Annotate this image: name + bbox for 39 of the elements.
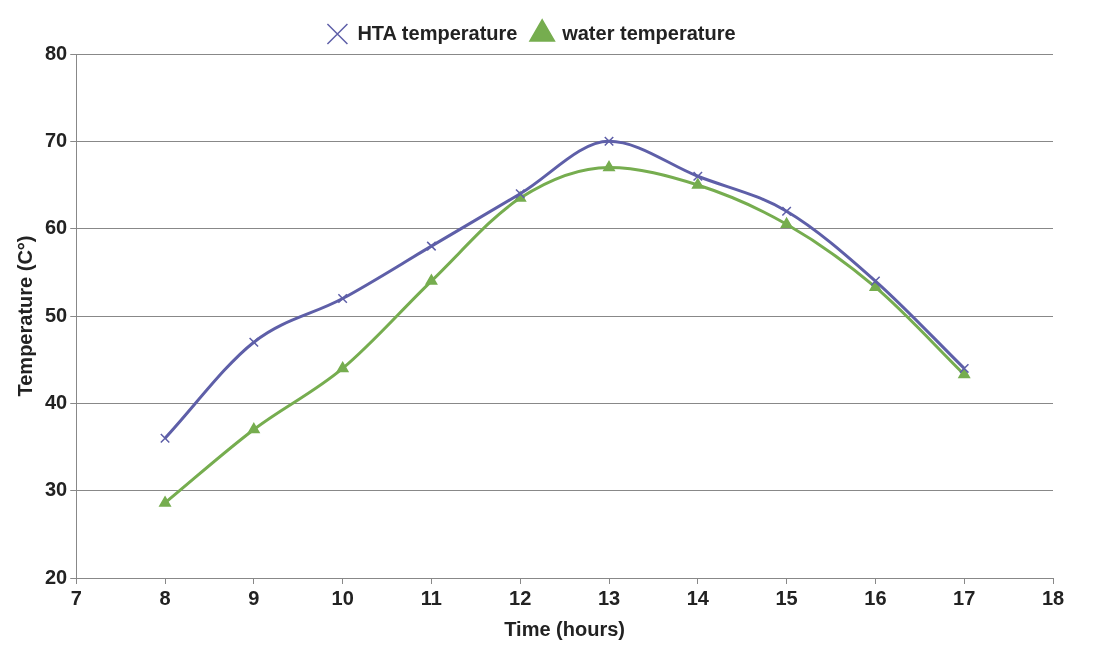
point [870, 276, 881, 287]
x-tick-label: 16 [864, 586, 887, 609]
x-tick-label: 14 [686, 586, 710, 609]
x-tick-label: 11 [420, 586, 443, 609]
x-tick-label: 9 [248, 586, 260, 609]
point [603, 160, 615, 172]
legend-label: water temperature [561, 21, 736, 44]
point [691, 178, 704, 189]
x-tick-label: 7 [70, 586, 82, 609]
x-tick-label: 10 [331, 586, 354, 609]
y-axis-title: Temperature (C°) [13, 235, 36, 397]
point [780, 217, 793, 229]
point [160, 433, 171, 444]
point [248, 337, 259, 348]
x-tick-label: 17 [953, 586, 976, 609]
point [337, 293, 348, 304]
y-tick-label: 40 [45, 390, 68, 413]
y-tick-label: 30 [45, 478, 68, 501]
point [247, 422, 260, 434]
point [336, 361, 349, 373]
y-tick-label: 60 [45, 216, 68, 239]
point [159, 496, 171, 507]
point [425, 274, 438, 285]
x-tick-label: 13 [597, 586, 621, 609]
x-tick-label: 8 [159, 586, 171, 609]
point [426, 241, 437, 252]
x-tick-label: 18 [1041, 586, 1065, 609]
x-tick-label: 12 [509, 586, 532, 609]
point [692, 171, 703, 182]
point [781, 206, 792, 217]
point [604, 136, 615, 147]
point [959, 363, 970, 374]
x-axis-title: Time (hours) [504, 617, 626, 640]
y-tick-label: 70 [45, 128, 68, 151]
y-tick-label: 50 [45, 303, 68, 326]
y-tick-label: 80 [45, 41, 68, 64]
y-tick-label: 20 [45, 565, 68, 588]
legend-label: HTA temperature [357, 21, 518, 44]
x-tick-label: 15 [775, 586, 798, 609]
